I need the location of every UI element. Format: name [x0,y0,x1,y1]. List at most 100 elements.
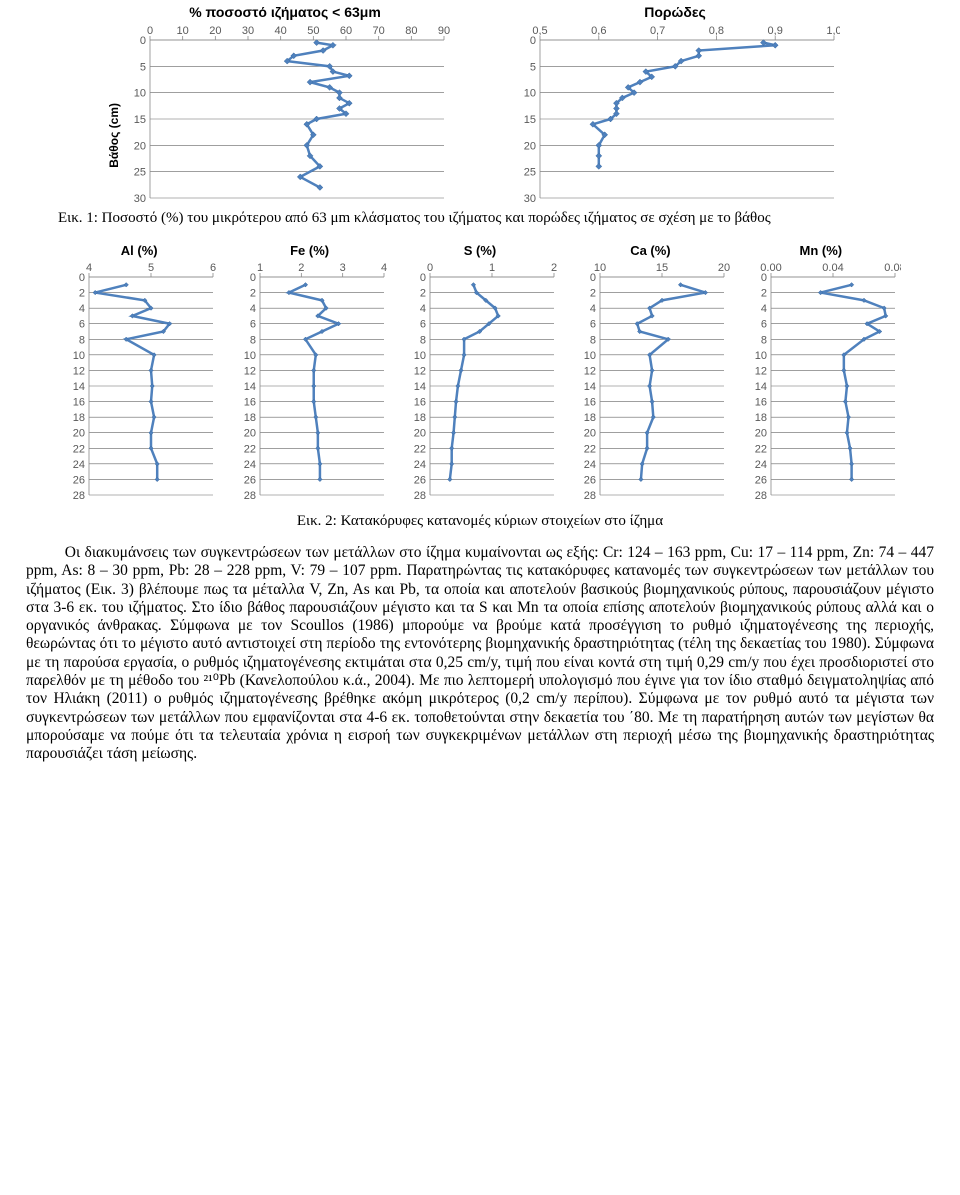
svg-text:6: 6 [249,319,255,331]
svg-text:28: 28 [755,490,767,499]
svg-text:24: 24 [73,459,85,471]
svg-text:18: 18 [243,412,255,424]
small-title: S (%) [397,243,563,258]
svg-text:0: 0 [140,35,146,47]
svg-text:50: 50 [307,25,319,37]
svg-text:20: 20 [134,140,146,152]
svg-text:2: 2 [79,288,85,300]
chart-canvas: 0246810121416182022242628456 [56,259,222,499]
small-title: Ca (%) [567,243,733,258]
svg-text:22: 22 [584,443,596,455]
svg-text:20: 20 [243,428,255,440]
svg-text:8: 8 [420,334,426,346]
svg-text:24: 24 [414,459,426,471]
svg-text:4: 4 [86,262,92,274]
svg-text:20: 20 [73,428,85,440]
svg-text:6: 6 [590,319,596,331]
svg-text:16: 16 [73,397,85,409]
svg-text:0,9: 0,9 [768,25,783,37]
svg-text:22: 22 [243,443,255,455]
svg-text:8: 8 [79,334,85,346]
svg-text:14: 14 [243,381,255,393]
svg-text:20: 20 [755,428,767,440]
svg-text:22: 22 [755,443,767,455]
svg-text:8: 8 [590,334,596,346]
chart-ca: Ca (%) 0246810121416182022242628101520 [567,243,733,499]
svg-text:10: 10 [414,350,426,362]
svg-text:12: 12 [584,365,596,377]
svg-text:40: 40 [275,25,287,37]
svg-text:26: 26 [73,474,85,486]
svg-text:5: 5 [140,61,146,73]
svg-text:30: 30 [242,25,254,37]
chart-canvas: 02468101214161820222426281234 [226,259,392,499]
svg-text:26: 26 [755,474,767,486]
chart-canvas: 0246810121416182022242628101520 [567,259,733,499]
svg-text:0.00: 0.00 [760,262,781,274]
chart-mn: Mn (%) 02468101214161820222426280.000.04… [738,243,904,499]
svg-text:20: 20 [718,262,730,274]
svg-text:10: 10 [134,88,146,100]
svg-text:14: 14 [73,381,85,393]
chart-porosity: Πορώδες 0510152025300,50,60,70,80,91,0 [510,4,840,202]
svg-text:20: 20 [524,140,536,152]
svg-text:25: 25 [524,167,536,179]
svg-text:12: 12 [243,365,255,377]
svg-text:6: 6 [420,319,426,331]
svg-text:22: 22 [73,443,85,455]
svg-text:0: 0 [249,272,255,284]
svg-text:90: 90 [438,25,450,37]
small-title: Fe (%) [226,243,392,258]
svg-text:4: 4 [249,303,255,315]
svg-text:14: 14 [755,381,767,393]
small-charts-row: Al (%) 0246810121416182022242628456 Fe (… [56,243,904,499]
svg-text:20: 20 [414,428,426,440]
svg-text:18: 18 [584,412,596,424]
svg-text:12: 12 [755,365,767,377]
svg-text:15: 15 [134,114,146,126]
chart-title: Πορώδες [510,4,840,20]
svg-text:14: 14 [584,381,596,393]
chart-sediment-fraction: % ποσοστό ιζήματος < 63μm Βάθος (cm) 051… [120,4,450,202]
svg-text:18: 18 [414,412,426,424]
svg-text:6: 6 [210,262,216,274]
chart-canvas: 02468101214161820222426280.000.040.08 [738,259,904,499]
svg-text:60: 60 [340,25,352,37]
svg-text:26: 26 [243,474,255,486]
small-title: Al (%) [56,243,222,258]
svg-text:80: 80 [405,25,417,37]
svg-text:4: 4 [79,303,85,315]
svg-text:1: 1 [489,262,495,274]
svg-text:6: 6 [79,319,85,331]
svg-text:0,7: 0,7 [650,25,665,37]
svg-text:4: 4 [761,303,767,315]
svg-text:2: 2 [590,288,596,300]
figure-2-caption: Εικ. 2: Κατακόρυφες κατανομές κύριων στο… [18,513,942,530]
svg-text:28: 28 [243,490,255,499]
svg-text:4: 4 [381,262,387,274]
svg-text:10: 10 [177,25,189,37]
body-paragraph: Οι διακυμάνσεις των συγκεντρώσεων των με… [26,544,934,763]
svg-text:12: 12 [414,365,426,377]
svg-text:0.04: 0.04 [822,262,843,274]
svg-text:16: 16 [414,397,426,409]
svg-text:0.08: 0.08 [884,262,901,274]
svg-text:30: 30 [524,193,536,202]
svg-text:18: 18 [73,412,85,424]
svg-text:2: 2 [761,288,767,300]
svg-text:4: 4 [590,303,596,315]
svg-text:24: 24 [243,459,255,471]
chart-canvas: 0510152025300102030405060708090 [120,22,450,202]
svg-text:16: 16 [584,397,596,409]
svg-text:28: 28 [414,490,426,499]
top-charts-row: % ποσοστό ιζήματος < 63μm Βάθος (cm) 051… [18,4,942,202]
svg-text:2: 2 [298,262,304,274]
chart-canvas: 0510152025300,50,60,70,80,91,0 [510,22,840,202]
svg-text:1: 1 [257,262,263,274]
svg-text:10: 10 [243,350,255,362]
svg-text:10: 10 [73,350,85,362]
y-axis-label: Βάθος (cm) [107,103,121,168]
svg-text:20: 20 [584,428,596,440]
svg-text:18: 18 [755,412,767,424]
svg-text:15: 15 [656,262,668,274]
